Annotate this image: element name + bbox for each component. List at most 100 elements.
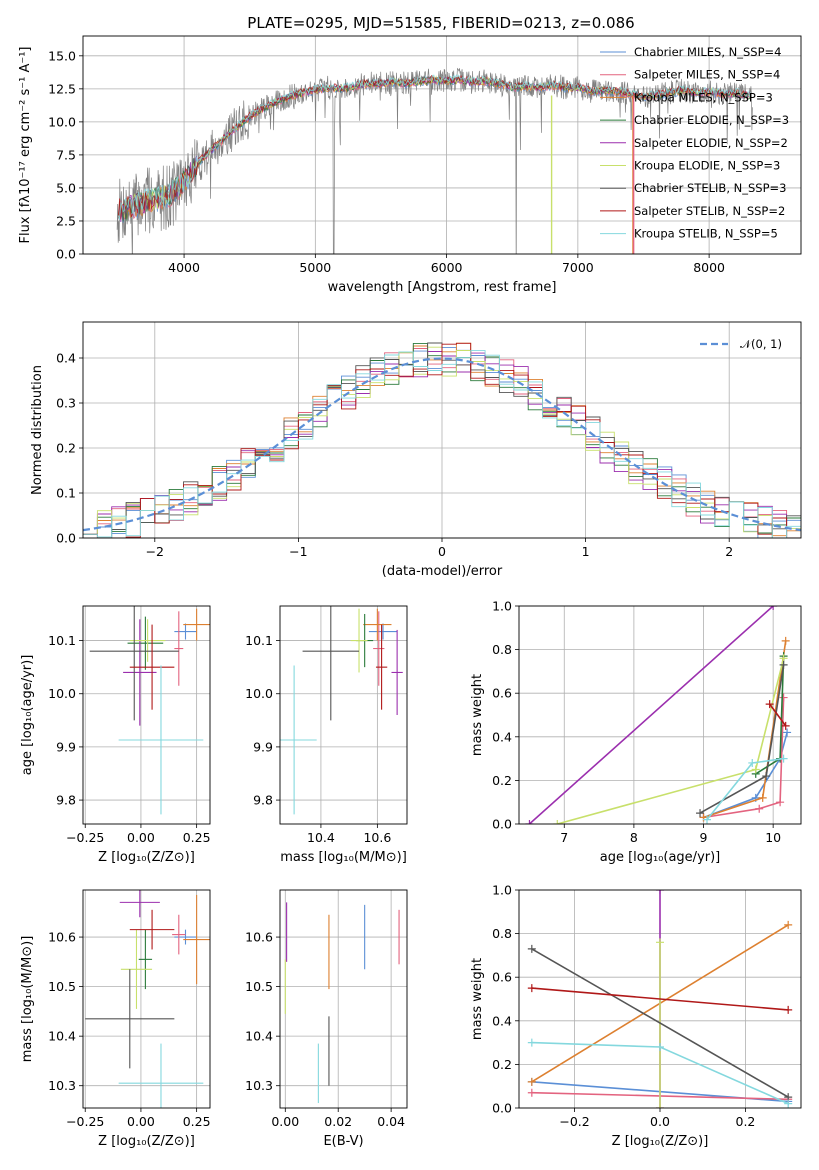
mass-weight-marker [769,606,778,610]
x-tick-label: 10 [765,830,781,845]
y-tick-label: 0.1 [56,486,76,501]
y-tick-label: 10.5 [48,979,76,994]
plot-area [527,890,793,1108]
legend-label: Chabrier MILES, N_SSP=4 [634,45,781,59]
mass-weight-marker [748,758,757,767]
y-tick-label: 12.5 [48,81,76,96]
mass-weight-marker [783,728,792,737]
plot-area [280,606,403,815]
mass-weight-marker [784,1099,793,1108]
y-tick-label: 0.6 [492,970,512,985]
y-tick-label: 0.8 [492,926,512,941]
mass-weight-marker [656,1042,664,1051]
legend-label: Salpeter STELIB, N_SSP=2 [634,204,785,218]
mass-vs-metallicity-panel: −0.25 0.00 0.25 10.3 10.4 10.5 10.6 Z [log₁₀(Z/… [20,889,211,1149]
y-tick-label: 9.9 [253,739,273,754]
mass-weight-marker [696,809,705,818]
legend-label: Kroupa MILES, N_SSP=3 [634,90,773,104]
x-tick-label: 2 [725,544,733,559]
axes: 7 8 9 10 0.0 0.2 0.4 0.6 0.8 1.0 age [log₁₀(age/yr… [470,599,802,865]
mass-weight-marker [776,798,785,807]
mass-weight-vs-age-panel: 7 8 9 10 0.0 0.2 0.4 0.6 0.8 1.0 age [log₁₀(age/yr… [470,599,802,865]
axes-frame [518,889,802,1109]
y-tick-label: 0.4 [56,351,76,366]
mass-weight-marker [765,700,774,709]
mass-weight-marker [779,754,788,763]
legend-label: 𝒩(0, 1) [740,337,782,351]
legend: Chabrier MILES, N_SSP=4 Salpeter MILES, N… [600,45,789,241]
y-axis-label: Flux [fλ10⁻¹⁷ erg cm⁻² s⁻¹ A⁻¹] [18,47,33,244]
grid [280,606,407,824]
legend-label: Chabrier ELODIE, N_SSP=3 [634,113,789,127]
y-tick-label: 9.8 [253,793,273,808]
y-tick-label: 10.3 [48,1078,76,1093]
x-axis-label: (data-model)/error [382,564,503,579]
x-tick-label: 0.25 [183,830,211,845]
y-tick-label: 10.1 [48,633,76,648]
y-tick-label: 0.0 [56,531,76,546]
x-tick-label: 10.4 [307,830,335,845]
mass-weight-marker [779,660,788,669]
x-tick-label: 7000 [562,260,594,275]
mass-weight-line [528,606,774,824]
model-line [118,75,751,221]
x-tick-label: −0.25 [66,830,104,845]
y-tick-label: 10.4 [48,1029,76,1044]
x-tick-label: 8000 [693,260,725,275]
y-tick-label: 10.1 [245,633,273,648]
mass-weight-marker [527,944,536,953]
age-vs-mass-panel: 10.4 10.6 9.8 9.9 10.0 10.1 mass [log₁₀(M/M⊙)] [245,605,408,865]
grid [83,606,210,824]
y-tick-label: 0.2 [56,441,76,456]
mass-weight-line [703,697,785,819]
legend-label: Salpeter ELODIE, N_SSP=2 [634,136,788,150]
x-axis-label: age [log₁₀(age/yr)] [600,850,721,865]
residual-histogram [83,342,801,537]
legend: 𝒩(0, 1) [700,337,782,351]
x-tick-label: 0.2 [736,1114,756,1129]
x-tick-label: 0.04 [377,1114,405,1129]
legend-label: Salpeter MILES, N_SSP=4 [634,68,780,82]
x-tick-label: 10.6 [363,830,391,845]
y-tick-label: 10.0 [48,686,76,701]
mass-weight-marker [527,984,536,993]
mass-weight-marker [703,815,711,824]
axes-frame [82,35,802,255]
x-axis-label: Z [log₁₀(Z/Z⊙)] [98,1134,195,1149]
y-tick-label: 1.0 [492,883,512,898]
y-tick-label: 0.0 [492,817,512,832]
plot-area [116,67,753,254]
legend-label: Kroupa STELIB, N_SSP=5 [634,227,778,241]
y-tick-label: 2.5 [56,213,76,228]
x-tick-label: −1 [289,544,307,559]
axes: 0.00 0.02 0.04 10.3 10.4 10.5 10.6 E(B-V) [245,889,408,1149]
axes: 4000 5000 6000 7000 8000 0.0 2.5 5.0 7.5 10.0 12.5… [18,35,802,295]
x-tick-label: 0.00 [271,1114,299,1129]
mass-weight-line [557,658,785,824]
y-tick-label: 5.0 [56,180,76,195]
x-axis-label: mass [log₁₀(M/M⊙)] [280,850,407,865]
x-tick-label: 7 [560,830,568,845]
mass-weight-marker [781,636,790,645]
age-vs-metallicity-panel: −0.25 0.00 0.25 9.8 9.9 10.0 10.1 Z [log₁₀(Z/Z⊙… [20,605,211,865]
mass-weight-line [769,703,787,727]
axes: −0.2 0.0 0.2 0.0 0.2 0.4 0.6 0.8 1.0 Z [log₁₀(Z/Z… [470,883,802,1149]
x-tick-label: 4000 [168,260,200,275]
mass-weight-marker [755,804,764,813]
y-tick-label: 0.8 [492,642,512,657]
y-tick-label: 0.6 [492,686,512,701]
model-line [118,74,751,220]
x-tick-label: 0.25 [183,1114,211,1129]
figure-title: PLATE=0295, MJD=51585, FIBERID=0213, z=0… [247,14,634,32]
mass-weight-line [531,987,789,1011]
y-tick-label: 1.0 [492,599,512,614]
mass-weight-marker [751,765,760,774]
mass-weight-marker [784,1005,793,1014]
spectrum-panel: 4000 5000 6000 7000 8000 0.0 2.5 5.0 7.5 10.0 12.5… [18,35,802,295]
plot-area [83,342,801,538]
mass-weight-vs-metallicity-panel: −0.2 0.0 0.2 0.0 0.2 0.4 0.6 0.8 1.0 Z [log₁₀(Z/Z… [470,883,802,1149]
plot-area [284,902,400,1104]
x-axis-label: Z [log₁₀(Z/Z⊙)] [612,1134,709,1149]
mass-weight-marker [762,772,771,781]
axes: 10.4 10.6 9.8 9.9 10.0 10.1 mass [log₁₀(M/M⊙)] [245,605,408,865]
